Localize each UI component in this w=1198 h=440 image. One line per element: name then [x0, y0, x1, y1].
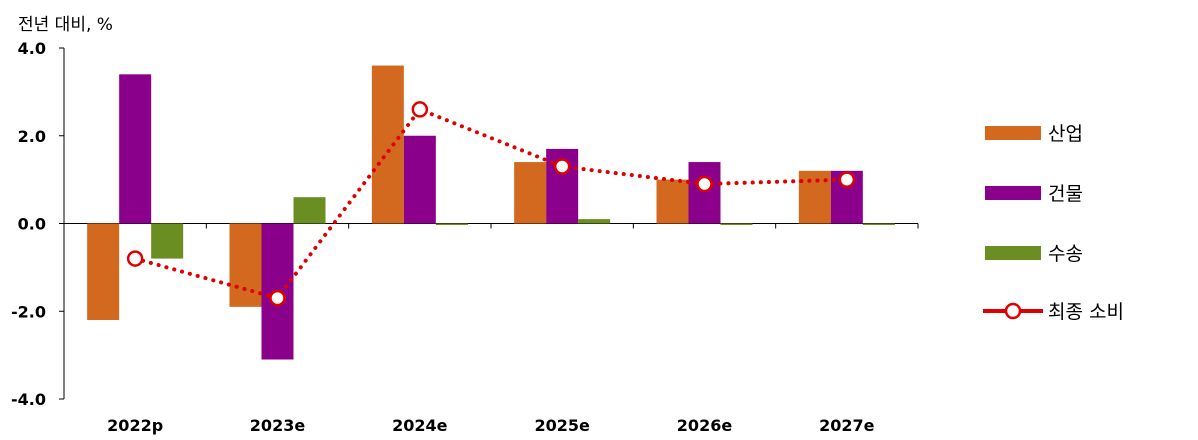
line-path [133, 106, 849, 301]
y-tick-labels: 4.0 2.0 0.0 -2.0 -4.0 [11, 39, 46, 409]
x-tick-label: 2022p [107, 416, 163, 435]
bar [435, 223, 468, 225]
x-tick-label: 2027e [819, 416, 875, 435]
line-point [553, 158, 571, 175]
bar [720, 223, 753, 225]
legend-label: 건물 [1048, 183, 1083, 205]
bar [293, 197, 326, 224]
bar [403, 135, 436, 224]
y-axis-label: 전년 대비, % [18, 15, 113, 35]
legend-swatch [985, 246, 1041, 260]
line-point [838, 171, 856, 188]
x-tick-label: 2023e [250, 416, 306, 435]
bar [862, 223, 895, 225]
bar [229, 223, 262, 307]
y-tick-label: -4.0 [11, 390, 46, 409]
legend-label: 산업 [1048, 123, 1083, 145]
bars [87, 65, 895, 360]
axes [59, 47, 919, 400]
x-tick-label: 2026e [677, 416, 733, 435]
bar [688, 162, 721, 224]
line-point [126, 250, 144, 267]
y-tick-label: 0.0 [18, 215, 46, 234]
y-tick-label: 2.0 [18, 127, 46, 146]
legend-swatch [985, 126, 1041, 140]
bar [656, 179, 689, 224]
bar [87, 223, 120, 321]
y-tick-label: 4.0 [18, 39, 46, 58]
legend-marker [1004, 302, 1022, 320]
bar [578, 219, 611, 224]
bar [514, 162, 547, 224]
legend-swatch [985, 186, 1041, 200]
bar [119, 74, 152, 224]
y-tick-label: -2.0 [11, 302, 46, 321]
line-series [126, 101, 856, 307]
legend-label: 최종 소비 [1048, 301, 1124, 323]
x-tick-label: 2024e [392, 416, 448, 435]
line-point [269, 289, 286, 307]
legend-label: 수송 [1048, 243, 1083, 265]
x-tick-labels: 2022p 2023e 2024e 2025e 2026e 2027e [107, 416, 874, 435]
line-point [411, 101, 429, 118]
bar [371, 65, 404, 224]
bar [151, 223, 184, 259]
line-point [696, 175, 713, 193]
x-tick-label: 2025e [534, 416, 590, 435]
